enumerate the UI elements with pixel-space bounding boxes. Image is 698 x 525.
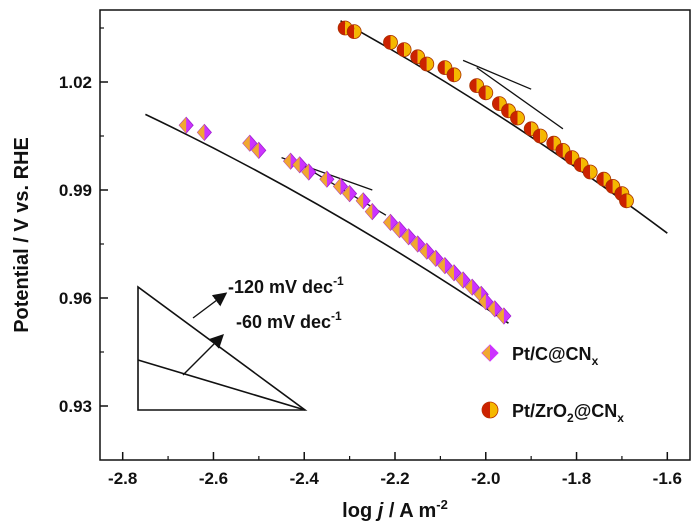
axes: -2.8 -2.6 -2.4 -2.2 -2.0 -1.8 -1.6 0.93 0.96 0.99… <box>59 27 682 488</box>
x-tick-label: -1.8 <box>562 469 591 488</box>
data-points <box>178 20 634 325</box>
x-tick-label: -2.8 <box>108 469 137 488</box>
tangent-line <box>476 67 564 130</box>
data-point-ptc <box>382 213 399 232</box>
data-point-ptzro2 <box>446 67 462 83</box>
data-point-ptc <box>196 123 212 142</box>
data-point-ptzro2 <box>546 135 562 151</box>
data-point-ptc <box>332 177 349 196</box>
data-point-ptzro2 <box>437 60 453 75</box>
data-point-ptzro2 <box>383 35 398 50</box>
data-point-ptc <box>178 116 194 134</box>
legend: Pt/C@CNx Pt/ZrO2@CNx <box>481 344 624 425</box>
data-point-ptc <box>455 271 471 289</box>
slope-line-60 <box>137 359 306 411</box>
y-axis-label: Potential / V vs. RHE <box>11 137 33 333</box>
x-tick-label: -1.6 <box>653 469 682 488</box>
x-tick-label: -2.6 <box>199 469 228 488</box>
legend-marker-ptzro2 <box>481 401 499 419</box>
data-point-ptc <box>487 300 503 318</box>
data-point-ptc <box>428 249 444 268</box>
x-tick-label: -2.2 <box>380 469 409 488</box>
x-axis-label: log j / A m-2 <box>342 497 448 522</box>
data-point-ptc <box>355 192 371 210</box>
x-tick-label: -2.4 <box>290 469 320 488</box>
slope-triangle <box>137 285 308 411</box>
data-point-ptc <box>401 228 417 246</box>
y-tick-label: 0.93 <box>59 397 92 416</box>
legend-marker-ptc <box>481 344 499 362</box>
fit-curve <box>340 20 668 234</box>
legend-label-ptzro2: Pt/ZrO2@CNx <box>512 401 624 425</box>
annotation-arrow-60 <box>182 334 224 376</box>
data-point-ptzro2 <box>469 78 485 93</box>
data-point-ptc <box>464 278 480 296</box>
data-point-ptzro2 <box>510 110 525 126</box>
data-point-ptc <box>342 184 358 203</box>
data-point-ptzro2 <box>532 128 548 144</box>
fit-curve <box>145 113 509 324</box>
data-point-ptc <box>446 264 462 282</box>
slope-triangle-inset: -120 mV dec-1 -60 mV dec-1 <box>137 274 344 411</box>
tangent-line <box>462 59 532 90</box>
annotation-arrow-120 <box>192 292 228 319</box>
data-point-ptc <box>364 202 380 221</box>
data-point-ptc <box>478 292 494 311</box>
data-point-ptc <box>391 220 408 239</box>
data-point-ptzro2 <box>419 56 435 72</box>
data-point-ptc <box>419 242 435 260</box>
annotation-120: -120 mV dec-1 <box>228 274 344 297</box>
data-point-ptzro2 <box>346 24 362 40</box>
legend-label-ptc: Pt/C@CNx <box>512 344 599 368</box>
x-tick-label: -2.0 <box>471 469 500 488</box>
y-tick-label: 0.96 <box>59 289 92 308</box>
data-point-ptzro2 <box>619 193 634 209</box>
data-point-ptc <box>410 235 426 253</box>
annotation-60: -60 mV dec-1 <box>236 309 342 332</box>
data-point-ptc <box>301 163 317 181</box>
y-tick-label: 1.02 <box>59 73 92 92</box>
data-point-ptzro2 <box>582 164 598 180</box>
data-point-ptc <box>251 141 267 160</box>
data-point-ptc <box>319 170 335 188</box>
data-point-ptc <box>496 307 512 325</box>
y-tick-label: 0.99 <box>59 181 92 200</box>
data-point-ptc <box>437 256 453 275</box>
data-point-ptzro2 <box>396 42 412 57</box>
data-point-ptc <box>242 134 258 152</box>
data-point-ptzro2 <box>478 85 494 101</box>
data-point-ptc <box>292 156 308 174</box>
plot-frame <box>99 9 691 461</box>
